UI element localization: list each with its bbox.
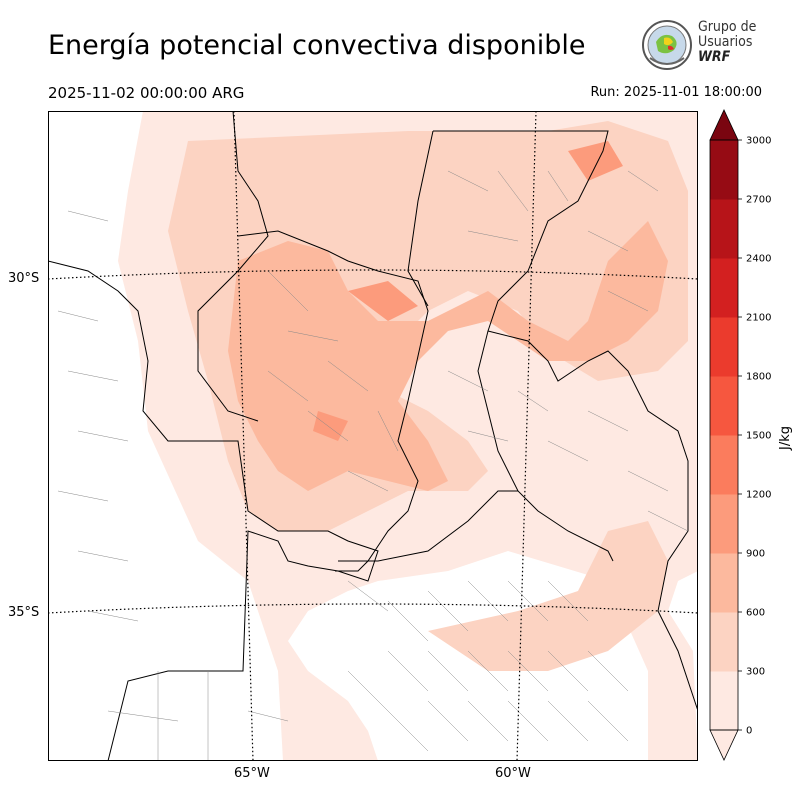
colorbar-extend-min	[709, 729, 739, 761]
lat-label-30s: 30°S	[8, 271, 40, 286]
colorbar-bin	[710, 671, 738, 731]
parallel-30s	[48, 269, 698, 280]
run-time: Run: 2025-11-01 18:00:00	[590, 85, 762, 100]
logo-line-3: WRF	[698, 50, 756, 65]
map-panel	[48, 111, 698, 761]
colorbar-tick-label: 300	[746, 667, 765, 678]
colorbar-bin	[710, 258, 738, 318]
colorbar-tick-label: 2400	[746, 254, 771, 265]
colorbar-tick-label: 3000	[746, 136, 771, 147]
colorbar-bin	[710, 199, 738, 259]
meridian-65w	[233, 111, 254, 761]
meridian-60w	[516, 111, 537, 761]
wrf-logo	[642, 20, 692, 70]
colorbar-tick-label: 1500	[746, 431, 771, 442]
colorbar-units: J/kg	[778, 426, 793, 450]
colorbar-tick-label: 2700	[746, 195, 771, 206]
colorbar-extend-max	[709, 109, 739, 141]
department-boundaries	[57, 170, 689, 761]
logo-text: Grupo de Usuarios WRF	[698, 20, 756, 65]
colorbar-frame	[709, 139, 739, 731]
colorbar-tick-label: 900	[746, 549, 765, 560]
parallel-35s	[48, 603, 698, 614]
colorbar-tick-label: 1200	[746, 490, 771, 501]
lon-label-65w: 65°W	[234, 766, 270, 781]
colorbar-tick-label: 1800	[746, 372, 771, 383]
colorbar-bin	[710, 435, 738, 495]
map-title: Energía potencial convectiva disponible	[48, 30, 586, 61]
colorbar-bin	[710, 612, 738, 672]
colorbar-tick-label: 600	[746, 608, 765, 619]
colorbar-tick-label: 2100	[746, 313, 771, 324]
cape-field	[118, 111, 698, 761]
valid-time: 2025-11-02 00:00:00 ARG	[48, 84, 245, 102]
colorbar-bin	[710, 494, 738, 554]
colorbar: 0 300 600 900 1200 1500 1800 2100 2400 2700 3000	[709, 109, 771, 761]
logo-line-1: Grupo de	[698, 19, 757, 35]
colorbar-bin	[710, 553, 738, 613]
province-boundaries	[48, 111, 698, 761]
colorbar-bin	[710, 317, 738, 377]
logo-wrf: WRF	[698, 49, 731, 65]
colorbar-tick-label: 0	[746, 726, 752, 737]
lat-label-35s: 35°S	[8, 605, 40, 620]
logo-line-2: Usuarios	[698, 34, 753, 50]
graticule	[48, 111, 698, 761]
colorbar-bin	[710, 376, 738, 436]
colorbar-ticks: 0 300 600 900 1200 1500 1800 2100 2400 2700 3000	[738, 136, 771, 737]
map-frame	[48, 111, 698, 761]
colorbar-bins	[710, 140, 738, 731]
lon-label-60w: 60°W	[495, 766, 531, 781]
colorbar-bin	[710, 140, 738, 200]
